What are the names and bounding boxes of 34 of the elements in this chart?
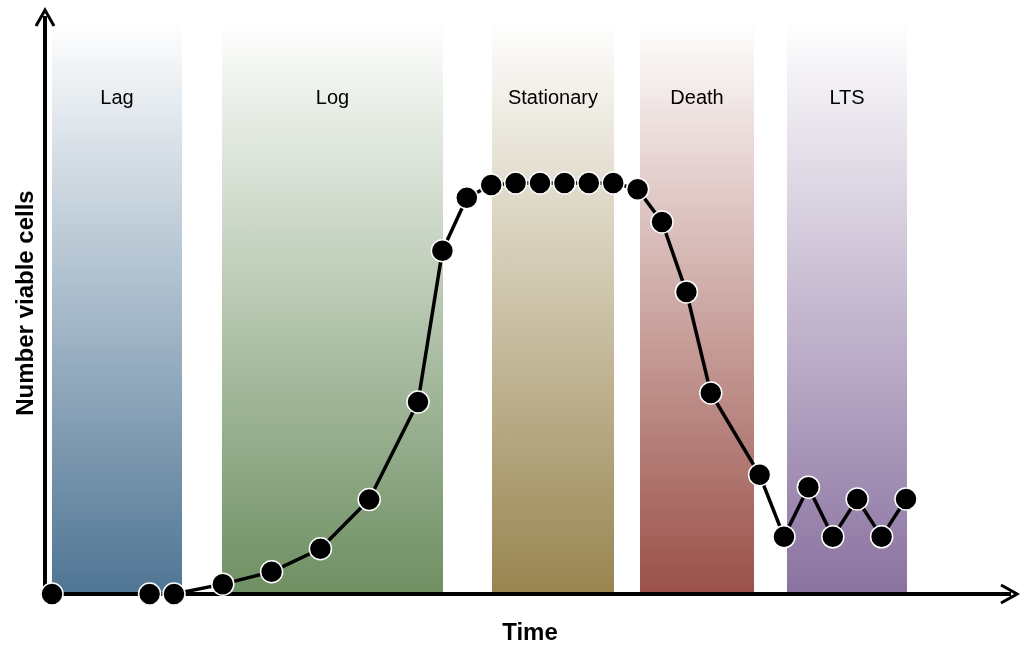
point: [430, 239, 455, 263]
point: [650, 210, 674, 234]
point: [821, 525, 845, 549]
point: [845, 487, 869, 511]
text: LTS: [829, 86, 865, 108]
text: Stationary: [507, 86, 599, 108]
point: [894, 487, 918, 511]
point: [479, 173, 503, 197]
point: [40, 582, 64, 606]
point: [772, 525, 796, 549]
point: [137, 582, 162, 606]
point: [528, 171, 552, 195]
text: Death: [670, 86, 724, 108]
point: [601, 171, 625, 195]
point: [674, 280, 699, 304]
point: [577, 171, 601, 195]
point: [625, 177, 650, 201]
point: [455, 186, 479, 210]
point: [357, 487, 381, 512]
point: [869, 525, 894, 549]
point: [552, 171, 577, 195]
point: [211, 572, 235, 596]
point: [796, 475, 821, 499]
point: [406, 390, 430, 414]
point: [747, 463, 772, 487]
point: [259, 560, 284, 584]
text: Log: [315, 86, 350, 108]
text: Lag: [100, 86, 134, 108]
point: [308, 537, 333, 561]
x-axis-title: Time: [502, 618, 558, 645]
point: [162, 582, 186, 606]
point: [699, 381, 723, 405]
y-axis-title: Number viable cells: [11, 190, 38, 416]
point: [503, 171, 528, 195]
